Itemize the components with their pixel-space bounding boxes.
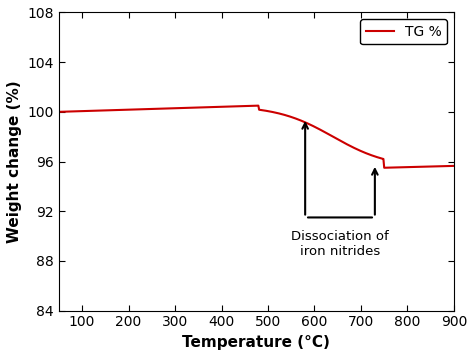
Y-axis label: Weight change (%): Weight change (%) — [7, 80, 22, 243]
X-axis label: Temperature (°C): Temperature (°C) — [182, 335, 330, 350]
Line: TG %: TG % — [59, 106, 454, 168]
TG % — [255, 104, 261, 108]
TG % — [56, 110, 62, 114]
Legend: TG %: TG % — [360, 19, 447, 45]
Text: Dissociation of
iron nitrides: Dissociation of iron nitrides — [291, 230, 389, 258]
TG % — [246, 104, 252, 108]
TG % — [271, 110, 276, 114]
TG % — [451, 164, 457, 168]
TG % — [382, 166, 387, 170]
TG % — [244, 104, 249, 108]
TG % — [443, 164, 449, 168]
TG % — [292, 116, 298, 120]
TG % — [381, 157, 386, 161]
